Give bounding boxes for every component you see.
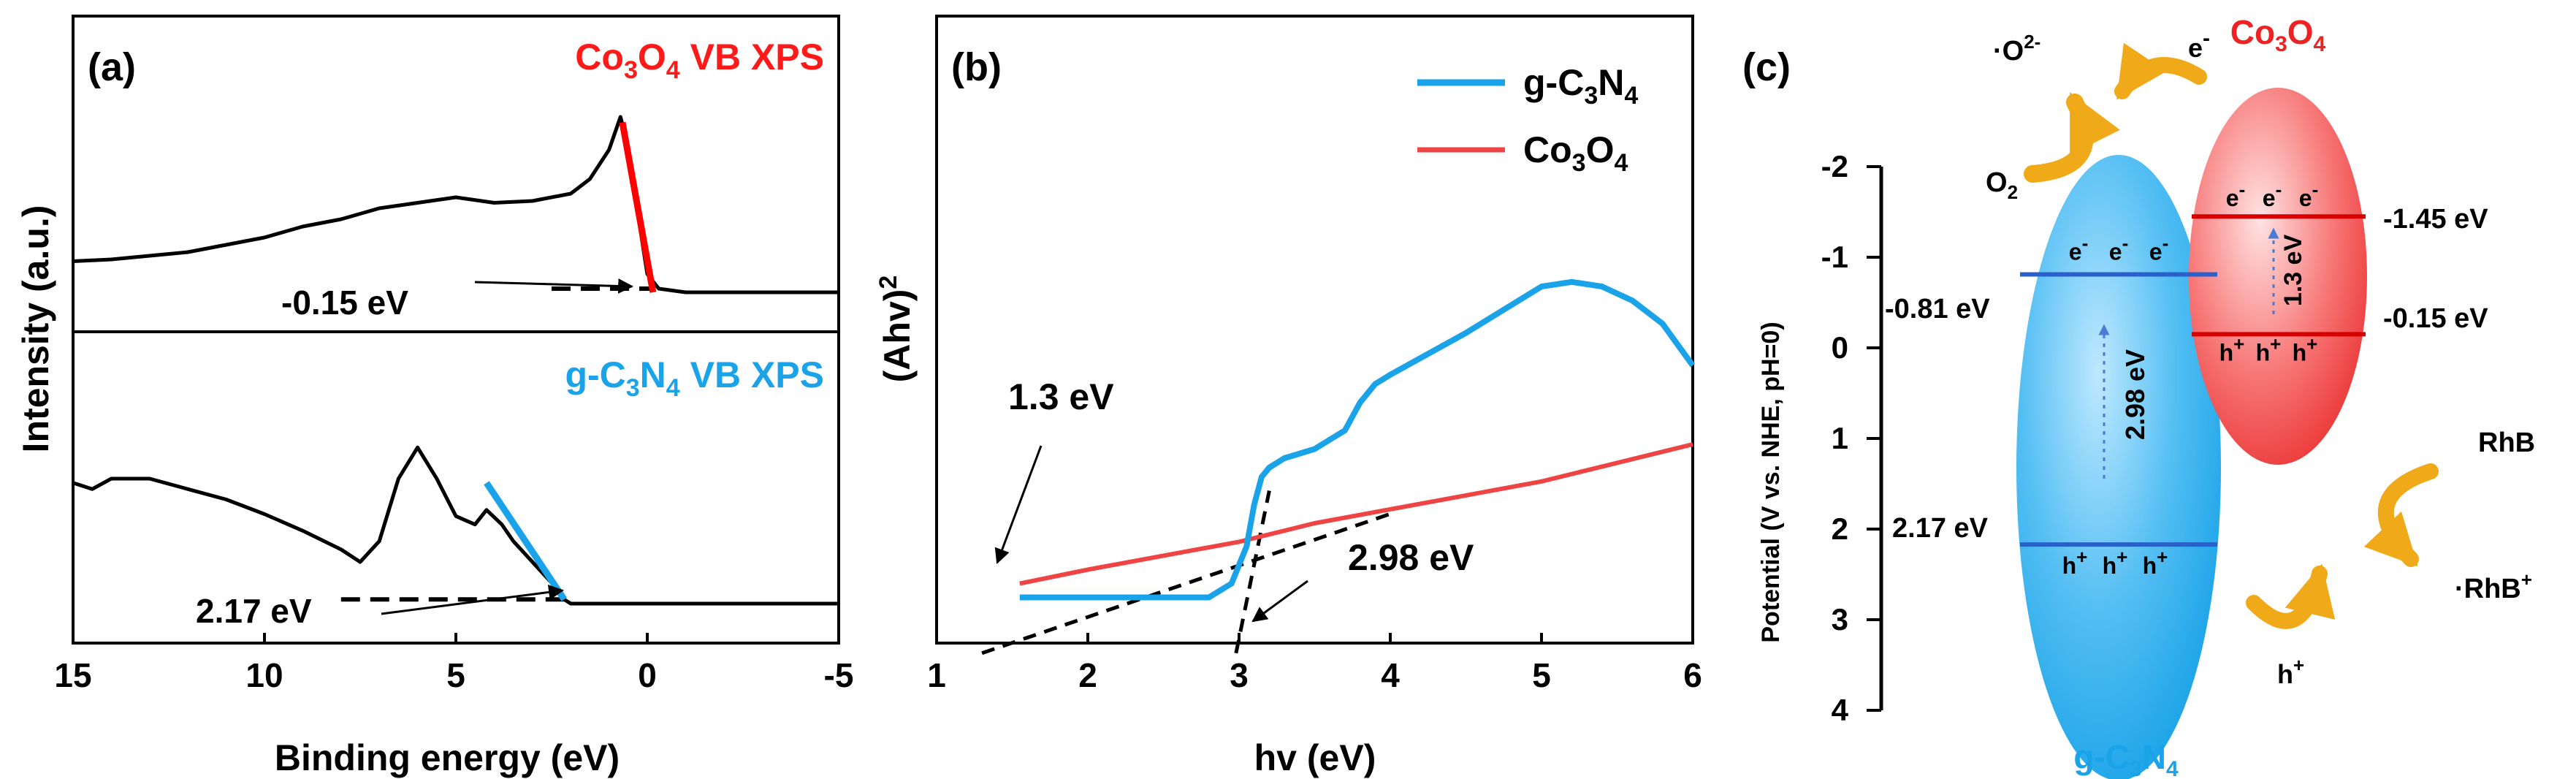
- co3o4-tangent: [981, 512, 1391, 656]
- panel-c-tick-label: -1: [1821, 240, 1848, 274]
- electron-symbol: e-: [2109, 232, 2128, 265]
- panel-a-tick-label: 5: [446, 656, 465, 694]
- gc3n4-material-label: g-C3N4: [2073, 738, 2179, 779]
- panel-b-x-ticks: 1 2 3 4 5 6: [927, 633, 1702, 694]
- panel-c-label: (c): [1742, 45, 1791, 89]
- panel-a-bottom-title: g-C3N4 VB XPS: [565, 354, 824, 402]
- panel-c-y-ticks: -2 -1 0 1 2 3 4: [1821, 149, 1881, 727]
- hole-symbol: h+: [2103, 546, 2128, 579]
- gc3n4-gap-label: 2.98 eV: [2120, 349, 2150, 440]
- panel-c-ylabel: Potential (V vs. NHE, pH=0): [1757, 322, 1785, 642]
- gc3n4-annotation: 2.17 eV: [196, 592, 312, 630]
- electron-symbol: e-: [2069, 232, 2088, 265]
- co3o4-fit-line: [619, 121, 657, 293]
- gc3n4-annotation-arrow: [381, 585, 565, 615]
- tauc-gc3n4-arrow: [1251, 580, 1308, 623]
- panel-b-tick-label: 6: [1683, 656, 1702, 694]
- panel-b-tick-label: 4: [1381, 656, 1400, 694]
- panel-b-ylabel: (Ahv)2: [874, 276, 918, 383]
- hole-symbol: h+: [2143, 546, 2168, 579]
- co3o4-gap-label: 1.3 eV: [2279, 235, 2307, 307]
- co3o4-annotation-arrow: [474, 278, 634, 294]
- o2-reduction-arrow: [2024, 92, 2120, 183]
- co3o4-band-ellipse: [2189, 88, 2367, 465]
- gc3n4-tangent: [1234, 490, 1271, 654]
- panel-c-tick-label: 1: [1832, 421, 1848, 455]
- electron-symbol: e-: [2299, 178, 2318, 211]
- gc3n4-fit-line: [484, 481, 568, 601]
- electron-symbol: e-: [2263, 178, 2282, 211]
- hole-symbol: h+: [2293, 332, 2318, 365]
- panel-a-tick-label: 0: [638, 656, 657, 694]
- panel-c-tick-label: 4: [1832, 693, 1849, 727]
- co3o4-annotation: -0.15 eV: [281, 284, 408, 322]
- co3o4-cb-value: -1.45 eV: [2383, 204, 2488, 235]
- panel-b-label: (b): [951, 45, 1002, 89]
- panel-a-x-ticks: 15 10 5 0 -5: [54, 633, 853, 694]
- gc3n4-vb-value: 2.17 eV: [1892, 513, 1989, 544]
- charge-carriers: e-e-e-h+ h+ h+ e-e-e-h+ h+ h+: [2062, 178, 2319, 579]
- rhb-oxidation-arrow: [2363, 463, 2439, 567]
- transfer-electron-label: e-: [2188, 26, 2210, 63]
- gc3n4-band-ellipse: [2016, 155, 2221, 779]
- panel-a-xlabel: Binding energy (eV): [275, 737, 620, 778]
- panel-b-tick-label: 1: [927, 656, 946, 694]
- tauc-co3o4-arrow: [994, 445, 1043, 564]
- panel-a: (a) Co3O4 VB XPS g-C3N4 VB XPS -0.15 eV …: [15, 15, 853, 778]
- panel-c-tick-label: 2: [1832, 512, 1848, 546]
- hole-symbol: h+: [2256, 332, 2282, 365]
- panel-a-top-title: Co3O4 VB XPS: [575, 37, 824, 84]
- panel-b-legend: g-C3N4 Co3O4: [1417, 62, 1638, 177]
- electron-symbol: e-: [2226, 178, 2245, 211]
- electron-symbol: e-: [2149, 232, 2168, 265]
- co3o4-tauc-curve: [1019, 442, 1693, 586]
- co3o4-xps-curve: [72, 115, 839, 294]
- rhb-radical-label: ·RhB+: [2455, 569, 2532, 604]
- panel-b-frame: [935, 15, 1694, 645]
- panel-b-tick-label: 3: [1230, 656, 1249, 694]
- co3o4-material-label: Co3O4: [2230, 13, 2326, 56]
- legend-gc3n4-label: g-C3N4: [1523, 62, 1638, 110]
- panel-c-tick-label: 0: [1832, 330, 1848, 365]
- hole-symbol: h+: [2219, 332, 2245, 365]
- panel-b-tick-label: 2: [1078, 656, 1097, 694]
- legend-co3o4-label: Co3O4: [1523, 129, 1628, 177]
- electron-transfer-arrow: [2114, 42, 2207, 100]
- rhb-label: RhB: [2478, 428, 2535, 458]
- hole-transfer-arrow: [2246, 563, 2336, 629]
- panel-a-tick-label: 15: [54, 656, 91, 694]
- o2-label: O2: [1986, 167, 2018, 203]
- panel-b-tick-label: 5: [1532, 656, 1551, 694]
- panel-b-xlabel: hv (eV): [1254, 737, 1376, 778]
- panel-c-tick-label: -2: [1821, 149, 1848, 183]
- gc3n4-cb-value: -0.81 eV: [1885, 294, 1990, 324]
- panel-a-ylabel: Intensity (a.u.): [15, 205, 56, 453]
- panel-a-tick-label: -5: [824, 656, 854, 694]
- panel-a-label: (a): [88, 45, 136, 89]
- panel-a-tick-label: 10: [245, 656, 283, 694]
- hole-symbol: h+: [2062, 546, 2088, 579]
- gc3n4-xps-curve: [72, 445, 839, 606]
- superoxide-label: ·O2-: [1993, 31, 2040, 66]
- panel-c: (c) -2 -1 0 1 2 3 4 Potential (V vs. NHE, pH=0…: [1742, 13, 2535, 779]
- panel-c-tick-label: 3: [1832, 602, 1848, 636]
- co3o4-vb-value: -0.15 eV: [2383, 303, 2488, 334]
- panel-b: (b) 1.3 eV 2.98 eV g-C3N4 Co3O4 1 2 3 4 5 6 h…: [874, 15, 1702, 778]
- gc3n4-tauc-curve: [1019, 278, 1696, 601]
- transfer-hole-label: h+: [2277, 654, 2304, 689]
- tauc-co3o4-annotation: 1.3 eV: [1008, 376, 1114, 417]
- tauc-gc3n4-annotation: 2.98 eV: [1348, 537, 1474, 578]
